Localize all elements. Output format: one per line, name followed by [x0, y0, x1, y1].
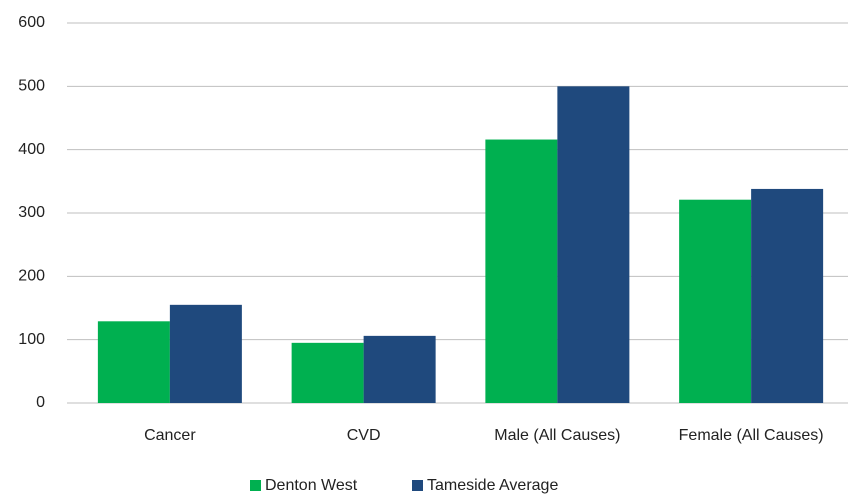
bar	[363, 335, 436, 403]
x-tick-label: CVD	[347, 427, 381, 444]
bar	[679, 199, 752, 403]
y-tick-label: 400	[18, 141, 45, 158]
y-tick-label: 0	[36, 394, 45, 411]
bar	[751, 188, 824, 403]
y-tick-label: 500	[18, 78, 45, 95]
bar	[291, 342, 364, 403]
bar	[169, 304, 242, 403]
legend-label: Tameside Average	[427, 477, 558, 494]
legend-swatch	[250, 480, 261, 491]
bar	[485, 139, 558, 404]
bar	[557, 86, 630, 403]
x-tick-label: Female (All Causes)	[679, 427, 824, 444]
y-tick-label: 600	[18, 14, 45, 31]
legend-label: Denton West	[265, 477, 358, 494]
y-tick-label: 200	[18, 268, 45, 285]
x-tick-label: Male (All Causes)	[494, 427, 620, 444]
y-tick-label: 300	[18, 204, 45, 221]
x-tick-label: Cancer	[144, 427, 196, 444]
bar	[97, 321, 170, 403]
legend-swatch	[412, 480, 423, 491]
y-tick-label: 100	[18, 331, 45, 348]
